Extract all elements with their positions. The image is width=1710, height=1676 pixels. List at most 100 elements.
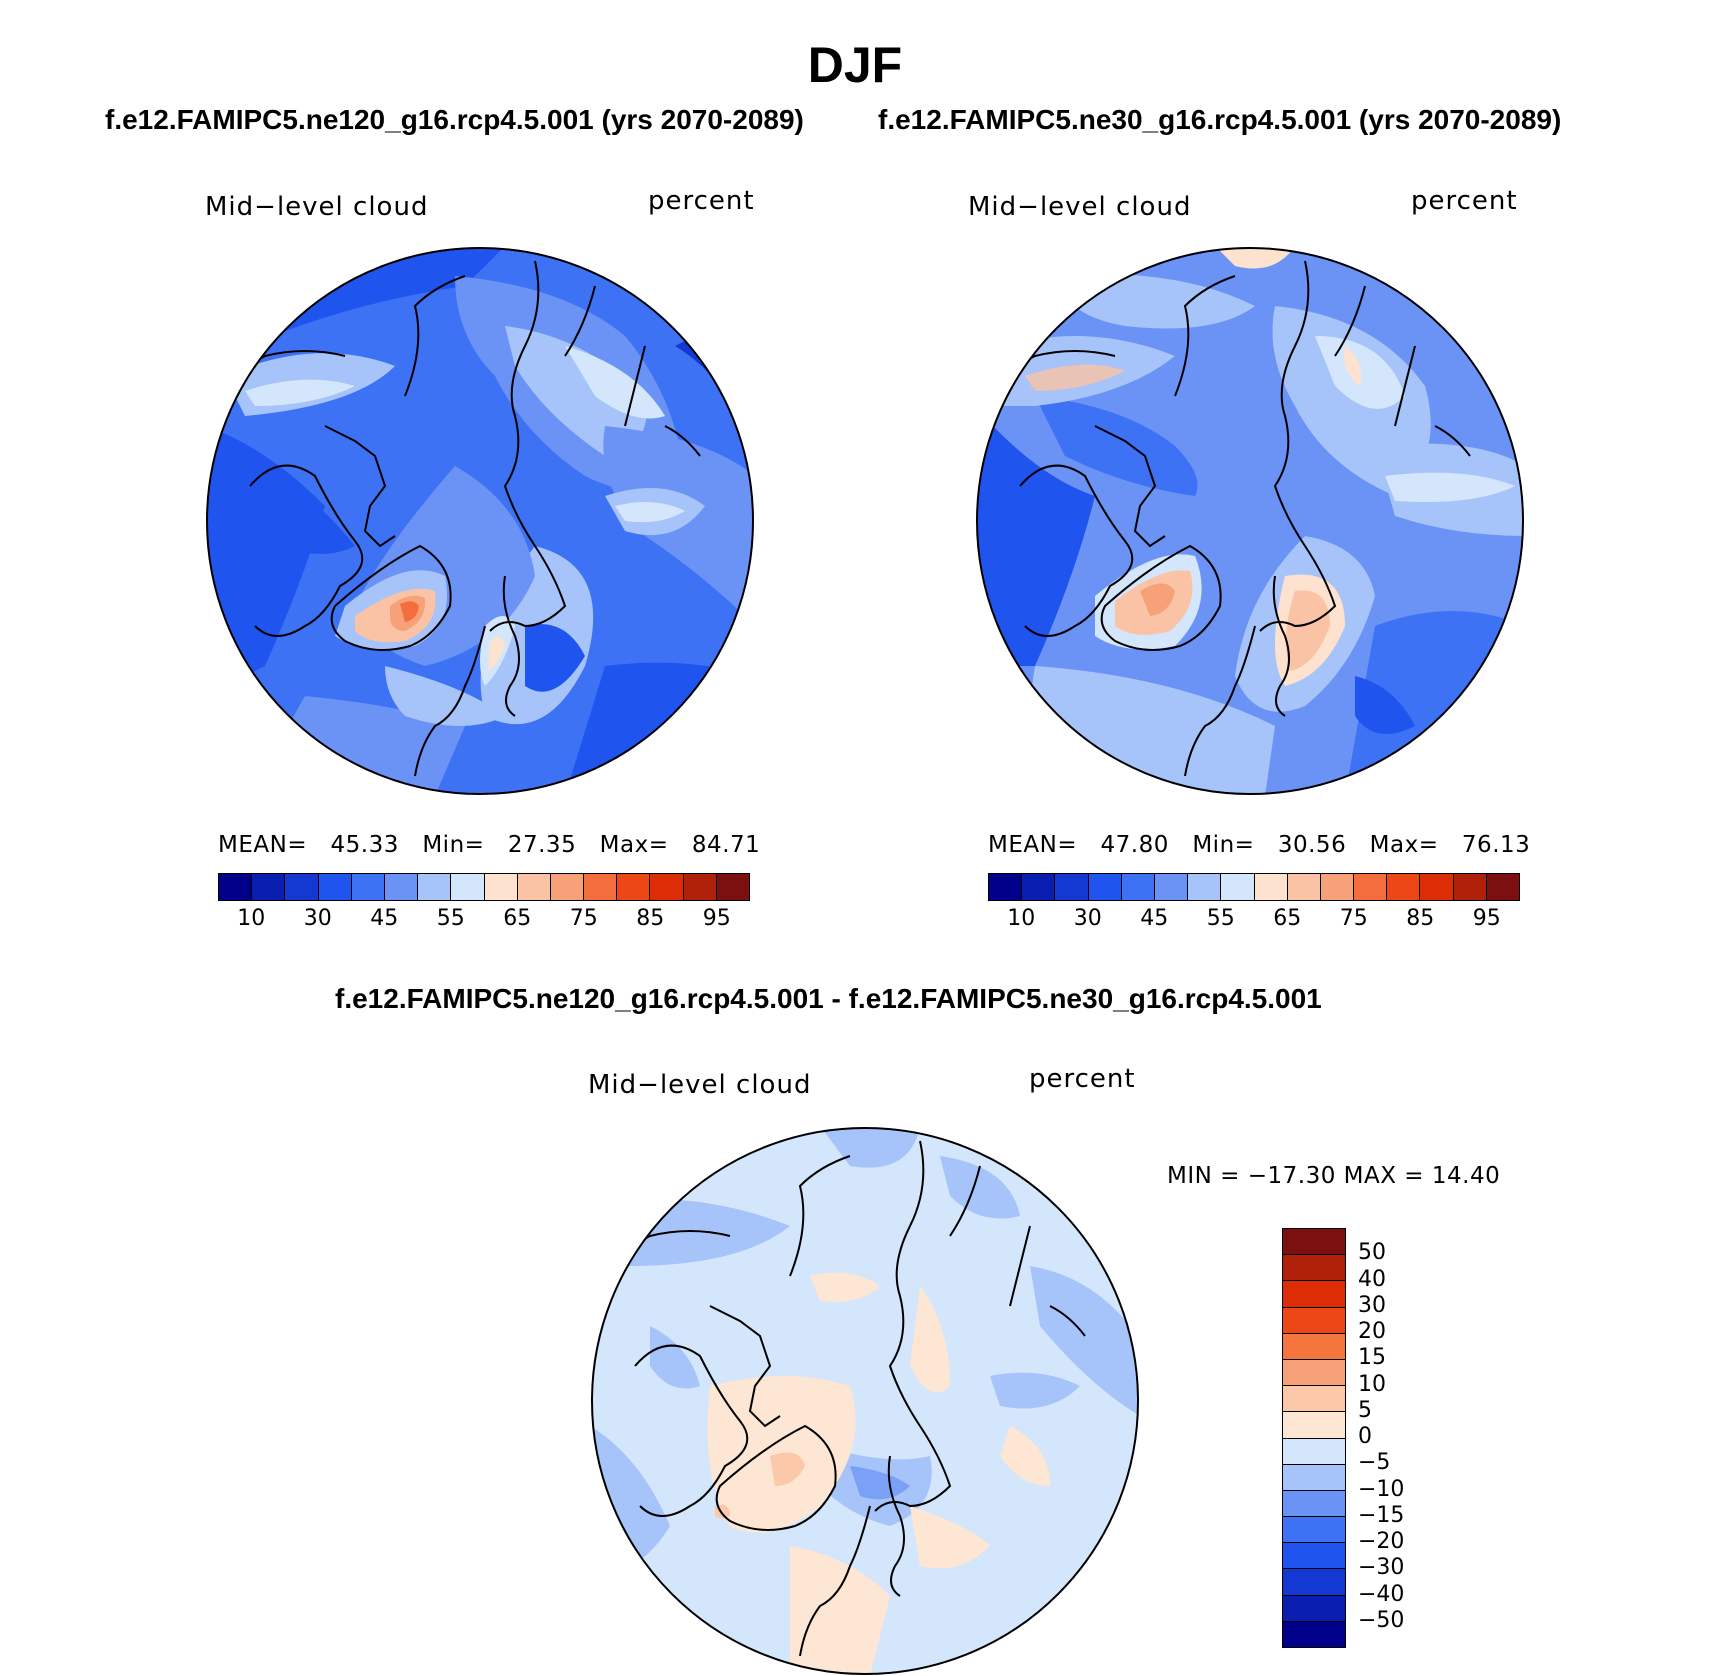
colorbar-swatch (1022, 874, 1056, 900)
colorbar-diff (1282, 1228, 1346, 1648)
colorbar-swatch (1088, 874, 1122, 900)
colorbar-tick-label: −40 (1358, 1581, 1405, 1607)
colorbar-swatch (252, 874, 286, 900)
colorbar-swatch (1283, 1464, 1345, 1491)
panel-ne120-units-label: percent (648, 186, 755, 216)
colorbar-swatch (1283, 1490, 1345, 1518)
map-diff-region (940, 1156, 1020, 1219)
colorbar-swatch (219, 874, 253, 900)
map-ne120-region (488, 637, 505, 671)
colorbar-swatch (1188, 874, 1222, 900)
panel-ne120-variable-label: Mid−level cloud (205, 192, 429, 222)
colorbar-swatch (1283, 1543, 1345, 1570)
stat-min-value: 30.56 (1277, 832, 1347, 858)
colorbar-swatch (650, 874, 684, 900)
map-ne120-region (400, 601, 419, 622)
panel-diff-variable-label: Mid−level cloud (588, 1070, 812, 1100)
map-diff-region (650, 1326, 700, 1389)
map-ne30-border (976, 247, 1524, 795)
map-diff-region (810, 1272, 880, 1302)
map-ne120-region (565, 346, 665, 419)
map-ne120-region (615, 502, 685, 523)
map-ne30-region (1215, 248, 1295, 269)
colorbar-swatch (418, 874, 452, 900)
colorbar-tick-label: 30 (1073, 906, 1102, 931)
colorbar-swatch (1283, 1595, 1345, 1622)
colorbar-swatch (1320, 874, 1355, 900)
colorbar-tick-label: 10 (237, 906, 266, 931)
panel-ne30-subtitle: f.e12.FAMIPC5.ne30_g16.rcp4.5.001 (yrs 2… (878, 104, 1562, 135)
map-ne30-region (1385, 472, 1515, 502)
panel-diff-units-label: percent (1029, 1064, 1136, 1094)
colorbar-tick-label: 5 (1358, 1397, 1372, 1423)
colorbar-swatch (1283, 1307, 1345, 1334)
colorbar-tick-label: 50 (1358, 1240, 1386, 1266)
colorbar-swatch (550, 874, 585, 900)
colorbar-ne30-ticks: 10 30 45 55 65 75 85 95 (988, 906, 1520, 936)
colorbar-tick-label: 30 (303, 906, 332, 931)
map-ne120-region (245, 379, 355, 406)
map-ne30-coastlines (999, 260, 1471, 777)
colorbar-tick-label: −30 (1358, 1555, 1405, 1581)
colorbar-swatch (1283, 1359, 1345, 1387)
colorbar-tick-label: 75 (1339, 906, 1368, 931)
colorbar-tick-label: 85 (636, 906, 665, 931)
colorbar-swatch (1283, 1621, 1345, 1647)
colorbar-tick-label: 55 (1206, 906, 1235, 931)
colorbar-swatch (1420, 874, 1454, 900)
map-diff-region (850, 1466, 910, 1500)
map-ne30 (976, 247, 1524, 795)
colorbar-swatch (1254, 874, 1288, 900)
map-ne30-region (1035, 396, 1198, 496)
colorbar-tick-label: −15 (1358, 1502, 1405, 1528)
colorbar-tick-label: −50 (1358, 1607, 1405, 1633)
stat-max-value: 76.13 (1461, 832, 1531, 858)
map-ne120-border (206, 247, 754, 795)
colorbar-tick-label: 0 (1358, 1424, 1372, 1449)
map-diff-region (1000, 1426, 1050, 1486)
stat-min-label: Min= (422, 832, 485, 858)
colorbar-tick-label: 55 (436, 906, 465, 931)
colorbar-swatch (1283, 1412, 1345, 1439)
panel-ne30-stats: MEAN= 47.80 Min= 30.56 Max= 76.13 (988, 832, 1530, 858)
colorbar-tick-label: 85 (1406, 906, 1435, 931)
colorbar-tick-label: −20 (1358, 1529, 1405, 1554)
colorbar-tick-label: 40 (1358, 1266, 1386, 1292)
colorbar-swatch (1221, 874, 1255, 900)
colorbar-ne120 (218, 873, 750, 901)
stat-mean-label: MEAN= (988, 832, 1078, 858)
colorbar-tick-label: 75 (569, 906, 598, 931)
colorbar-swatch (1154, 874, 1189, 900)
map-diff-region (790, 1546, 890, 1674)
colorbar-ne30 (988, 873, 1520, 901)
colorbar-tick-label: 30 (1358, 1292, 1386, 1318)
colorbar-swatch (1354, 874, 1388, 900)
colorbar-tick-label: 10 (1358, 1371, 1386, 1397)
colorbar-tick-label: 65 (503, 906, 532, 931)
map-diff-coastlines (614, 1140, 1086, 1657)
stat-mean-value: 45.33 (330, 832, 399, 858)
colorbar-swatch (716, 874, 749, 900)
stat-max-value: 84.71 (691, 832, 761, 858)
colorbar-swatch (989, 874, 1023, 900)
panel-ne120-subtitle: f.e12.FAMIPC5.ne120_g16.rcp4.5.001 (yrs … (105, 104, 804, 135)
colorbar-tick-label: 10 (1007, 906, 1036, 931)
colorbar-ne120-ticks: 10 30 45 55 65 75 85 95 (218, 906, 750, 936)
stat-max-label: Max= (599, 832, 669, 858)
stat-mean-value: 47.80 (1100, 832, 1169, 858)
map-ne120-region (385, 666, 505, 726)
colorbar-swatch (617, 874, 651, 900)
map-diff-region (990, 1372, 1080, 1409)
colorbar-swatch (1055, 874, 1089, 900)
colorbar-swatch (1287, 874, 1321, 900)
colorbar-swatch (1453, 874, 1487, 900)
map-ne120 (206, 247, 754, 795)
colorbar-swatch (1486, 874, 1519, 900)
stat-min-label: Min= (1192, 832, 1255, 858)
colorbar-swatch (1283, 1333, 1345, 1360)
colorbar-tick-label: 45 (370, 906, 399, 931)
panel-diff-subtitle: f.e12.FAMIPC5.ne120_g16.rcp4.5.001 - f.e… (335, 983, 1322, 1014)
stat-mean-label: MEAN= (218, 832, 308, 858)
map-ne120-region (525, 624, 585, 692)
colorbar-tick-label: −10 (1358, 1476, 1405, 1502)
